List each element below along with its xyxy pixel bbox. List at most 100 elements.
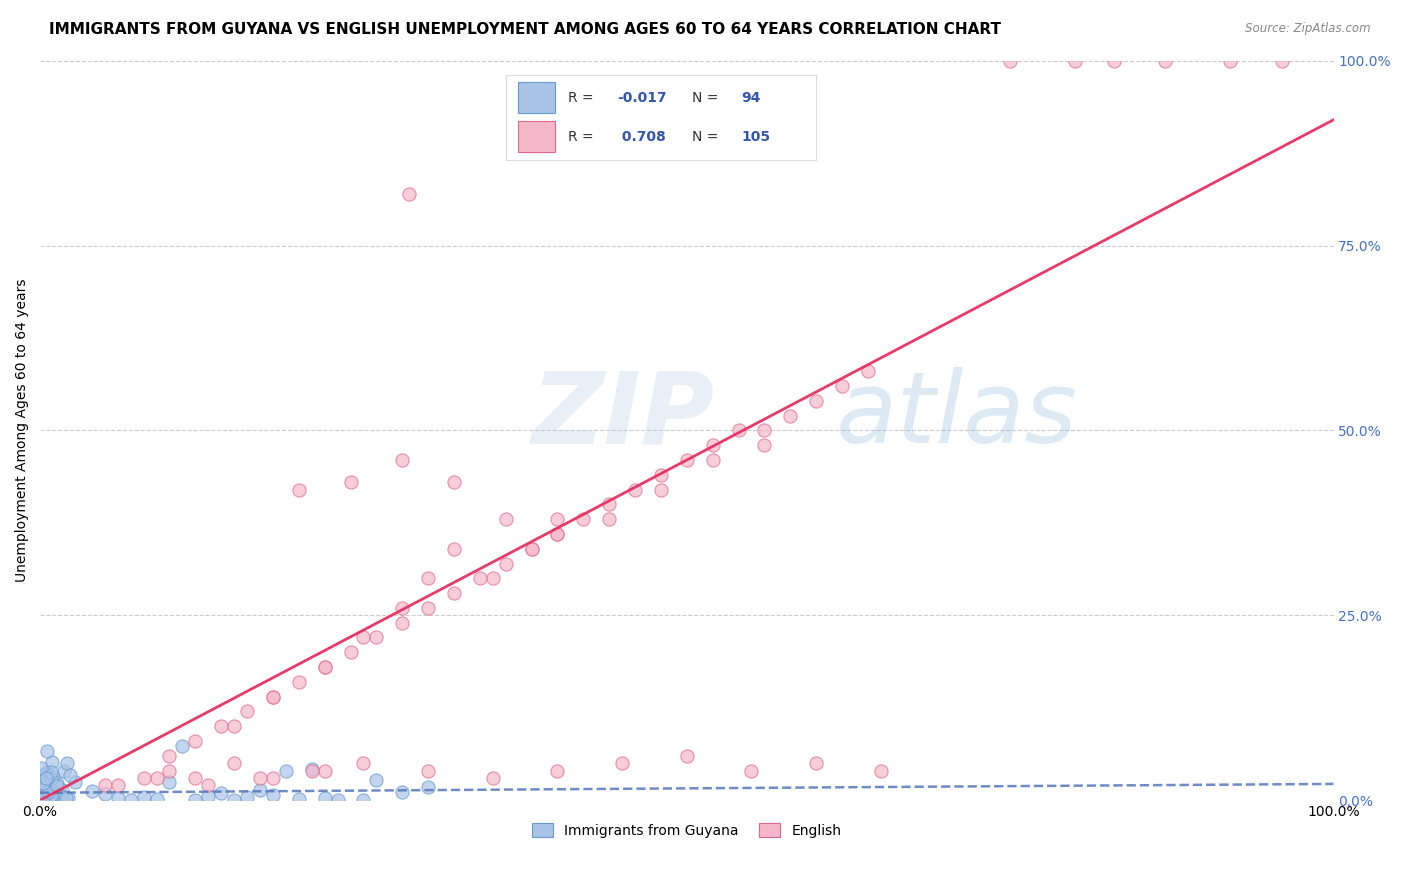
Point bbox=[650, 483, 672, 497]
Point bbox=[41, 791, 63, 805]
Point bbox=[314, 660, 336, 674]
Point bbox=[1219, 54, 1241, 68]
Point bbox=[35, 791, 58, 805]
Point bbox=[418, 780, 440, 794]
Point bbox=[32, 780, 55, 795]
Point bbox=[391, 615, 413, 630]
Point bbox=[301, 762, 323, 776]
Point bbox=[53, 764, 76, 778]
Point bbox=[262, 788, 284, 802]
Point bbox=[30, 783, 52, 797]
Point bbox=[30, 773, 52, 788]
Point bbox=[197, 778, 219, 792]
Point bbox=[41, 776, 63, 790]
Point bbox=[224, 719, 246, 733]
Point bbox=[443, 541, 465, 556]
Text: atlas: atlas bbox=[835, 368, 1077, 464]
Point bbox=[209, 719, 232, 733]
Point bbox=[51, 783, 73, 797]
Point bbox=[1271, 54, 1294, 68]
Point bbox=[35, 772, 58, 787]
Point bbox=[35, 744, 58, 758]
Point bbox=[249, 771, 271, 785]
Point bbox=[58, 790, 80, 805]
Point bbox=[34, 780, 56, 795]
Point bbox=[45, 776, 67, 790]
Point bbox=[353, 793, 375, 807]
Point bbox=[39, 790, 62, 805]
Point bbox=[35, 771, 58, 785]
Point bbox=[740, 764, 762, 778]
Point bbox=[418, 601, 440, 615]
Point bbox=[37, 772, 59, 786]
Point bbox=[650, 467, 672, 482]
Point bbox=[32, 792, 55, 806]
Point bbox=[30, 788, 52, 802]
Point bbox=[598, 497, 620, 511]
Point bbox=[32, 774, 55, 789]
Point bbox=[314, 764, 336, 778]
Point bbox=[288, 674, 311, 689]
Point bbox=[107, 791, 129, 805]
Point bbox=[301, 764, 323, 778]
Point bbox=[30, 778, 52, 792]
Point bbox=[94, 787, 117, 801]
Point bbox=[520, 541, 543, 556]
Point bbox=[779, 409, 801, 423]
Point bbox=[37, 784, 59, 798]
Point bbox=[32, 788, 55, 802]
Point bbox=[443, 475, 465, 490]
Point bbox=[572, 512, 595, 526]
Point bbox=[44, 786, 66, 800]
Point bbox=[262, 690, 284, 704]
Point bbox=[546, 527, 568, 541]
Point bbox=[675, 453, 697, 467]
Point bbox=[481, 571, 503, 585]
Point bbox=[32, 772, 55, 786]
Point bbox=[34, 781, 56, 796]
Point bbox=[184, 792, 207, 806]
Point bbox=[37, 765, 59, 780]
Point bbox=[31, 785, 53, 799]
Point bbox=[1063, 54, 1085, 68]
Point bbox=[727, 424, 749, 438]
Point bbox=[37, 793, 59, 807]
Point bbox=[831, 379, 853, 393]
Point bbox=[546, 512, 568, 526]
Point bbox=[107, 778, 129, 792]
Point bbox=[159, 775, 181, 789]
Point bbox=[288, 792, 311, 806]
Point bbox=[30, 793, 52, 807]
Point bbox=[34, 785, 56, 799]
Text: ZIP: ZIP bbox=[531, 368, 714, 464]
Point bbox=[30, 761, 52, 775]
Y-axis label: Unemployment Among Ages 60 to 64 years: Unemployment Among Ages 60 to 64 years bbox=[15, 278, 30, 582]
Point bbox=[398, 186, 420, 201]
Point bbox=[34, 789, 56, 804]
Point bbox=[63, 775, 86, 789]
Point bbox=[610, 756, 633, 771]
Point bbox=[353, 631, 375, 645]
Point bbox=[59, 768, 82, 782]
Point bbox=[495, 557, 517, 571]
Text: IMMIGRANTS FROM GUYANA VS ENGLISH UNEMPLOYMENT AMONG AGES 60 TO 64 YEARS CORRELA: IMMIGRANTS FROM GUYANA VS ENGLISH UNEMPL… bbox=[49, 22, 1001, 37]
Point bbox=[132, 771, 155, 785]
Point bbox=[51, 789, 73, 803]
Point bbox=[159, 764, 181, 778]
Point bbox=[236, 790, 259, 805]
Point bbox=[39, 772, 62, 786]
Point bbox=[41, 785, 63, 799]
Point bbox=[468, 571, 491, 585]
Point bbox=[32, 786, 55, 800]
Point bbox=[35, 787, 58, 801]
Point bbox=[132, 789, 155, 804]
Point bbox=[624, 483, 647, 497]
Point bbox=[481, 771, 503, 785]
Point bbox=[41, 756, 63, 770]
Point bbox=[675, 748, 697, 763]
Point bbox=[34, 791, 56, 805]
Point bbox=[39, 789, 62, 803]
Point bbox=[702, 438, 724, 452]
Point bbox=[546, 764, 568, 778]
Point bbox=[34, 771, 56, 785]
